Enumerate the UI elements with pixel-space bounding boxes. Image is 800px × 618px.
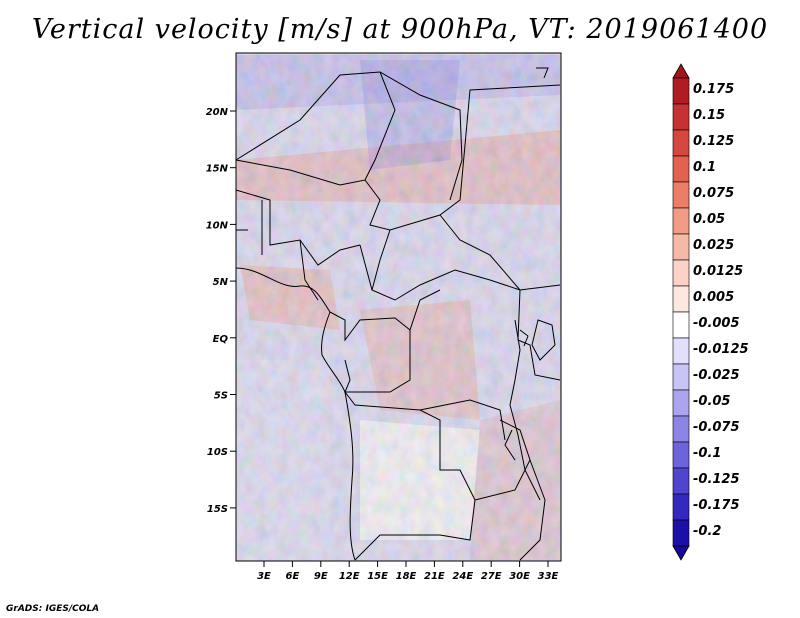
colorbar-swatch [672, 467, 690, 495]
colorbar-label: -0.125 [693, 472, 740, 487]
map-panel [235, 52, 562, 562]
lat-tick-label: 5N [213, 277, 229, 288]
colorbar-label: -0.005 [693, 316, 740, 331]
colorbar-label: 0.1 [693, 160, 716, 175]
colorbar-label: 0.075 [693, 186, 734, 201]
lat-tick-label: 5S [214, 391, 228, 402]
colorbar-swatch [672, 441, 690, 469]
colorbar: 0.175 0.15 0.125 0.1 0.075 0.05 0.025 0.0125 0.0… [672, 63, 749, 561]
colorbar-swatch [672, 77, 690, 105]
lon-tick-label: 24E [452, 571, 473, 582]
lon-tick-label: 21E [424, 571, 445, 582]
colorbar-swatch [672, 103, 690, 131]
lon-tick-label: 15E [367, 571, 388, 582]
lon-tick-label: 9E [314, 571, 328, 582]
colorbar-swatch [672, 363, 690, 391]
colorbar-label: -0.2 [693, 524, 721, 539]
lon-tick-label: 3E [257, 571, 271, 582]
lat-tick-label: 10S [207, 447, 228, 458]
colorbar-label: 0.125 [693, 134, 734, 149]
lat-tick-label: 20N [206, 107, 229, 118]
colorbar-label: -0.05 [693, 394, 730, 409]
colorbar-swatch [672, 389, 690, 417]
colorbar-label: 0.025 [693, 238, 734, 253]
colorbar-swatch [672, 129, 690, 157]
colorbar-swatch [672, 259, 690, 287]
colorbar-swatch [672, 155, 690, 183]
colorbar-bottom-arrow [672, 545, 690, 561]
colorbar-label: 0.05 [693, 212, 725, 227]
colorbar-swatch [672, 181, 690, 209]
colorbar-label: -0.075 [693, 420, 740, 435]
colorbar-swatch [672, 207, 690, 235]
lon-tick-label: 33E [538, 571, 559, 582]
colorbar-label: -0.0125 [693, 342, 749, 357]
lon-tick-label: 12E [339, 571, 360, 582]
footer-credit: GrADS: IGES/COLA [6, 604, 100, 614]
lon-tick-label: 6E [286, 571, 300, 582]
colorbar-label: -0.1 [693, 446, 721, 461]
colorbar-swatch [672, 337, 690, 365]
colorbar-swatch [672, 415, 690, 443]
shaded-field [236, 53, 561, 561]
colorbar-label: 0.15 [693, 108, 725, 123]
lat-tick-label: 15N [206, 164, 229, 175]
longitude-axis: 3E 6E 9E 12E 15E 18E 21E 24E 27E 30E 33E [257, 561, 559, 582]
colorbar-label: -0.025 [693, 368, 740, 383]
chart-title: Vertical velocity [m/s] at 900hPa, VT: 2… [31, 14, 769, 45]
lat-tick-label: 15S [207, 504, 228, 515]
lon-tick-label: 27E [481, 571, 502, 582]
lon-tick-label: 30E [509, 571, 530, 582]
borders [235, 67, 561, 561]
colorbar-label: 0.005 [693, 290, 734, 305]
colorbar-label: 0.0125 [693, 264, 743, 279]
colorbar-swatch [672, 311, 690, 339]
lat-tick-label: 10N [206, 220, 229, 231]
lon-tick-label: 18E [396, 571, 417, 582]
latitude-axis: 20N 15N 10N 5N EQ 5S 10S 15S [206, 107, 236, 515]
colorbar-swatch [672, 493, 690, 521]
colorbar-top-arrow [672, 63, 690, 79]
colorbar-label: -0.175 [693, 498, 740, 513]
lat-tick-label: EQ [213, 334, 229, 345]
colorbar-label: 0.175 [693, 82, 734, 97]
colorbar-swatch [672, 285, 690, 313]
colorbar-swatch [672, 519, 690, 547]
colorbar-swatch [672, 233, 690, 261]
map-frame [235, 52, 562, 562]
